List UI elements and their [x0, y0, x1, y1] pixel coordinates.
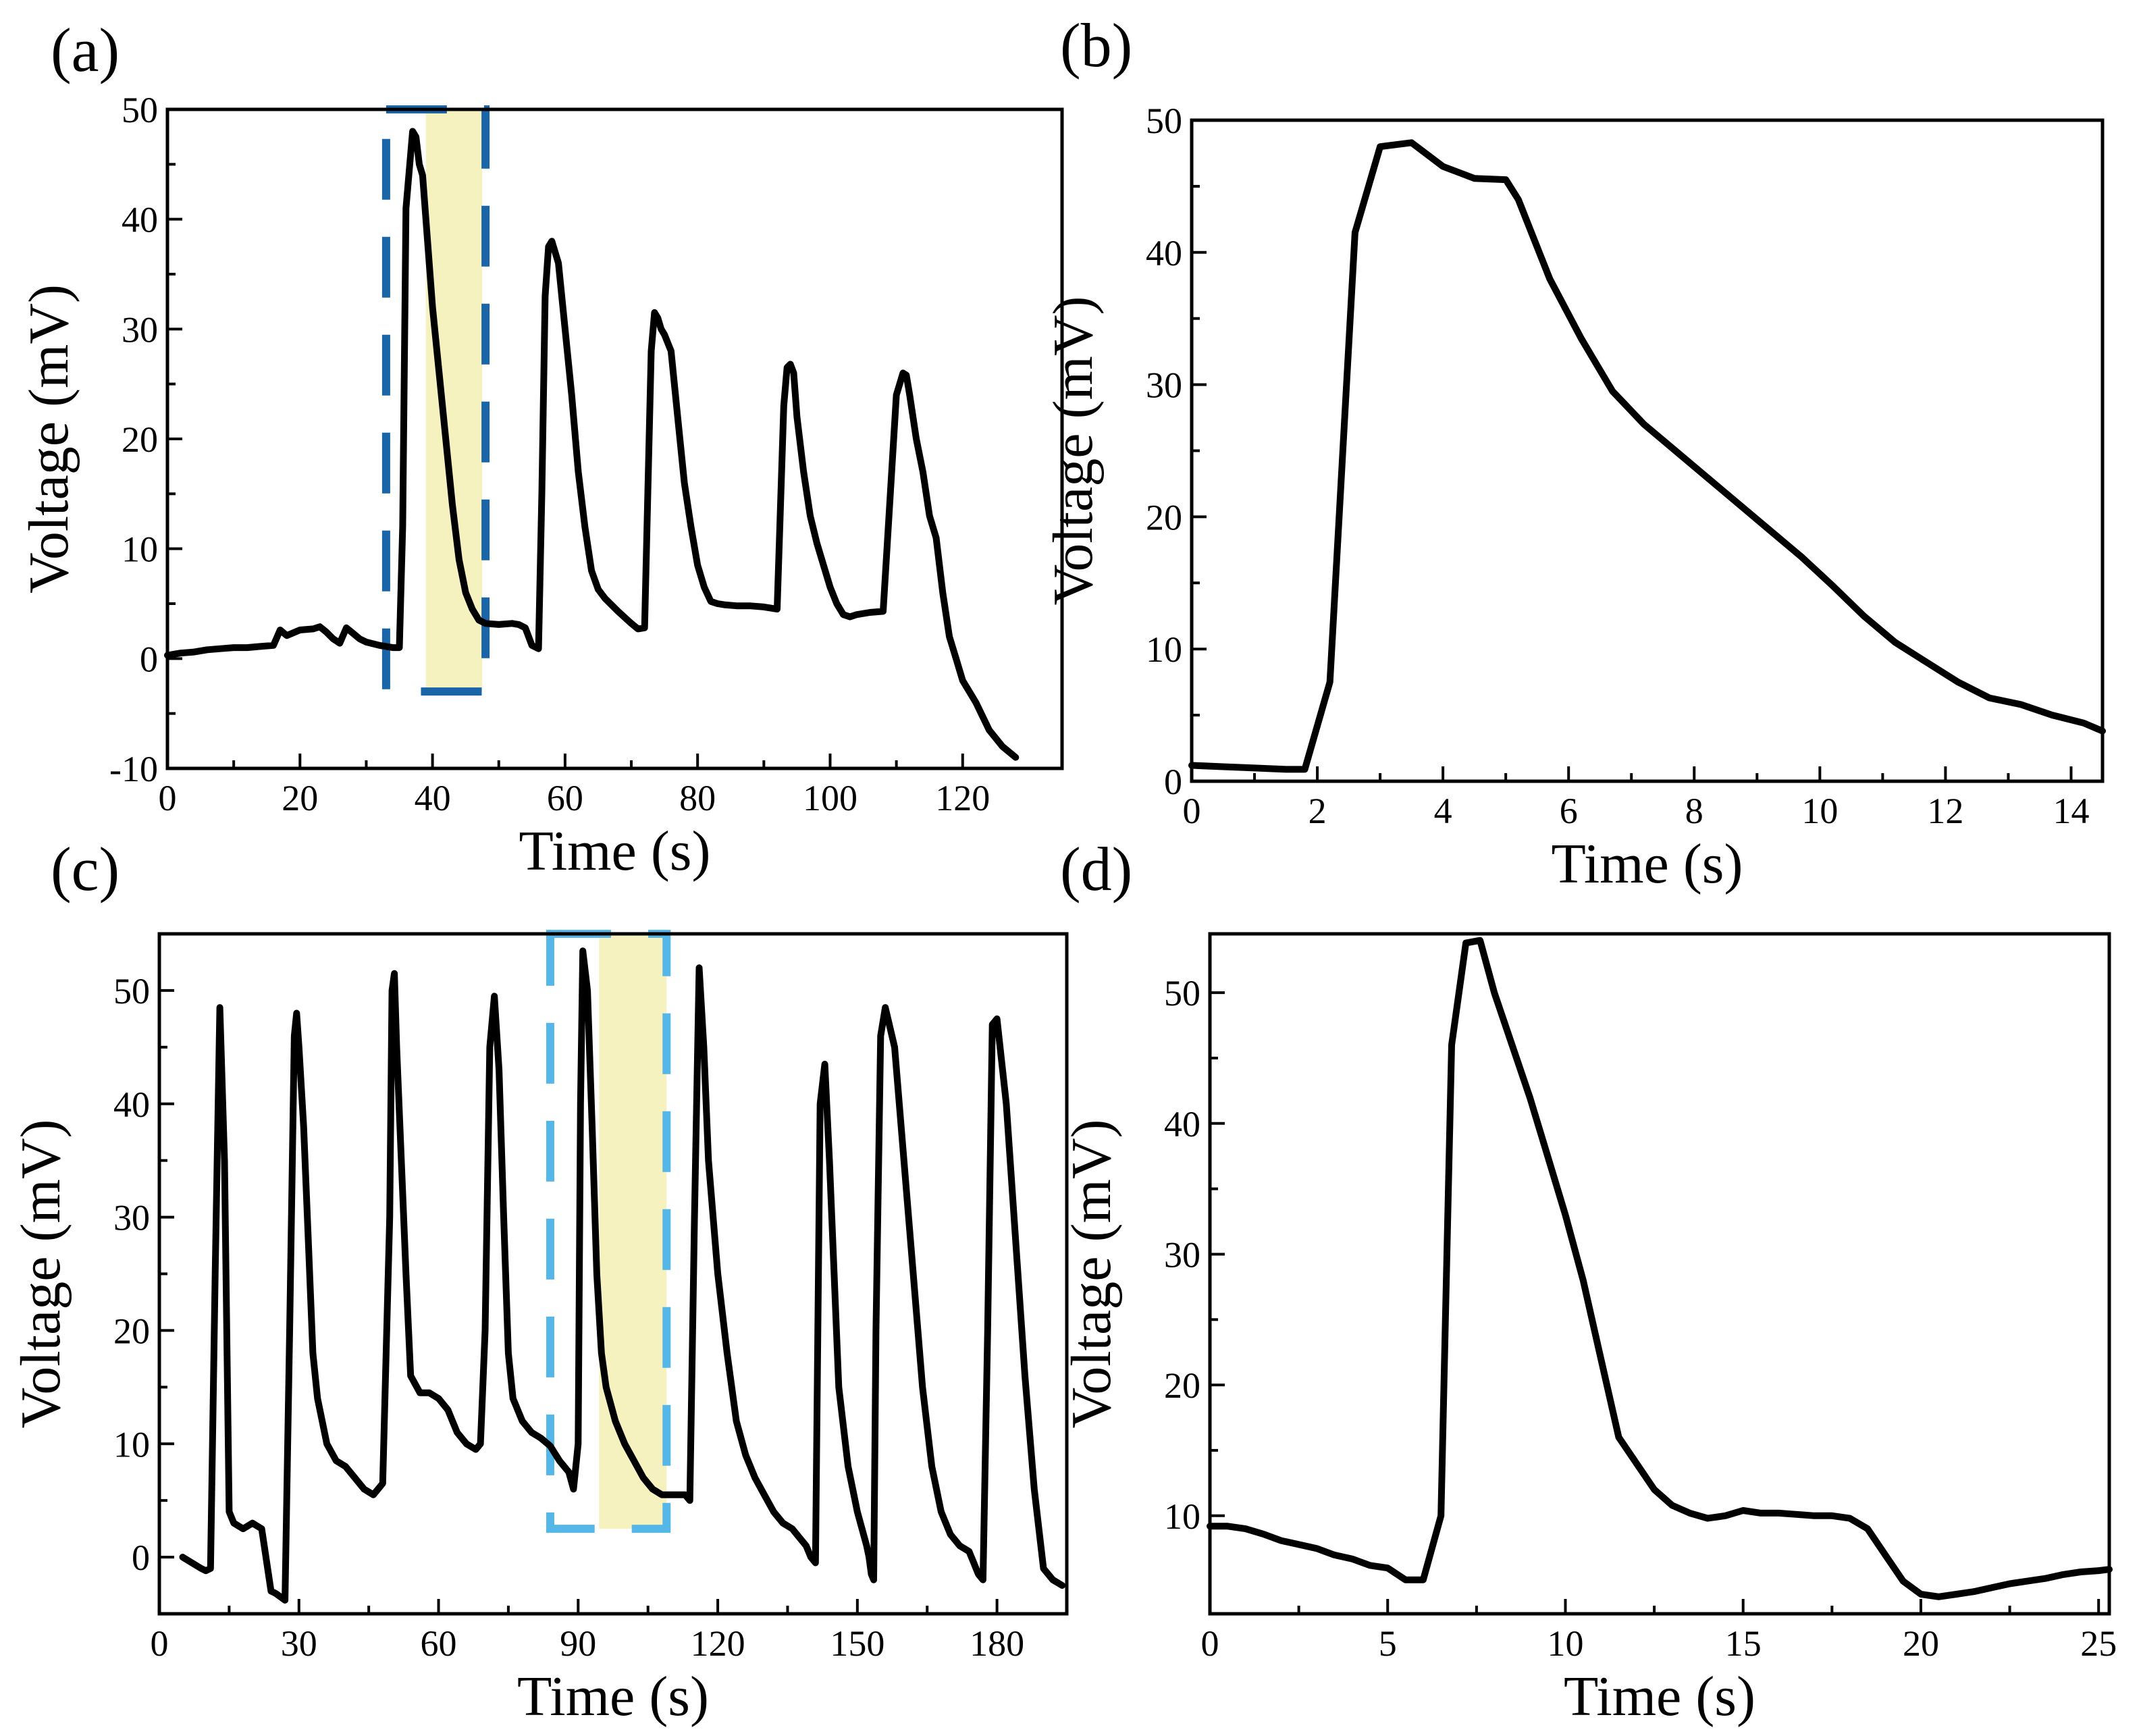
panel-c-y-tick-label: 30: [113, 1198, 150, 1238]
panel-b-y-tick-label: 0: [1164, 762, 1182, 802]
panel-a-y-tick-label: 50: [122, 90, 158, 130]
panel-c-y-tick-label: 40: [113, 1084, 150, 1125]
panel-b-series-line: [1188, 139, 2106, 773]
panel-a-y-tick-label: 0: [140, 639, 158, 679]
panel-a-y-tick-label: 10: [122, 529, 158, 570]
panel-b-y-tick-label: 40: [1146, 233, 1182, 273]
panel-d-x-tick-label: 15: [1725, 1623, 1762, 1664]
panel-b-y-tick-label: 30: [1146, 365, 1182, 406]
panel-b-x-tick-label: 2: [1309, 791, 1327, 831]
panel-a-x-tick-label: 40: [415, 778, 451, 818]
panel-b-chart: (b) 0 2 4 6 8 10 12 14 0 10 20 30 40 50 Time (s) Voltage…: [1042, 11, 2106, 895]
panel-c-y-tick-label: 0: [132, 1537, 150, 1578]
panel-d-x-tick-label: 0: [1201, 1623, 1219, 1664]
panel-c-x-tick-label: 30: [281, 1623, 317, 1664]
panel-d-label: (d): [1060, 835, 1132, 903]
panel-a-series-line: [164, 128, 1020, 761]
panel-d-y-axis-label: Voltage (mV): [1060, 1119, 1123, 1428]
panel-c-x-tick-label: 180: [970, 1623, 1024, 1664]
panel-a-x-tick-label: 120: [935, 778, 990, 818]
panel-c-y-tick-label: 20: [113, 1311, 150, 1351]
panel-d-x-tick-label: 20: [1903, 1623, 1939, 1664]
panel-c-x-tick-label: 90: [560, 1623, 596, 1664]
panel-c-y-tick-label: 10: [113, 1424, 150, 1465]
panel-b-x-tick-label: 12: [1927, 791, 1963, 831]
panel-c-x-axis-label: Time (s): [517, 1665, 709, 1728]
panel-d-chart: (d) 0 5 10 15 20 25 10 20 30 40 50 Time (s) Voltage (…: [1060, 835, 2117, 1728]
panel-a-y-tick-label: -10: [109, 749, 158, 789]
panel-c-x-tick-label: 150: [830, 1623, 884, 1664]
panel-d-x-tick-label: 5: [1379, 1623, 1397, 1664]
panel-b-x-tick-label: 10: [1801, 791, 1838, 831]
panel-b-x-tick-label: 14: [2053, 791, 2089, 831]
panel-d-y-tick-label: 40: [1164, 1104, 1200, 1145]
panel-a-x-tick-label: 0: [159, 778, 177, 818]
panel-a-x-axis-label: Time (s): [519, 820, 711, 883]
panel-a-y-tick-label: 40: [122, 200, 158, 240]
panel-d-y-tick-label: 20: [1164, 1365, 1200, 1406]
panel-b-x-tick-label: 6: [1560, 791, 1578, 831]
panel-d-series-line: [1207, 937, 2113, 1600]
panel-a-x-tick-label: 20: [282, 778, 318, 818]
panel-a-y-axis-label: Voltage (mV): [18, 284, 80, 594]
panel-d-x-tick-label: 10: [1547, 1623, 1583, 1664]
panel-c-x-tick-label: 120: [691, 1623, 745, 1664]
panel-a-axes-frame: [165, 107, 1064, 770]
panel-c-chart: (c) 0 30 60 90 120 150 180 0 10 20 30 40 50 Time (s) Vo…: [9, 835, 1069, 1728]
panel-b-y-tick-label: 50: [1146, 101, 1182, 141]
panel-b-x-axis-label: Time (s): [1552, 833, 1743, 895]
panel-c-highlight-region: [599, 934, 667, 1529]
panel-c-series-line: [179, 947, 1066, 1604]
panel-c-y-axis-label: Voltage (mV): [9, 1119, 72, 1428]
panel-a-x-tick-label: 60: [547, 778, 583, 818]
panel-b-y-tick-label: 20: [1146, 497, 1182, 537]
panel-b-x-tick-label: 0: [1183, 791, 1201, 831]
panel-c-x-tick-label: 60: [421, 1623, 457, 1664]
panel-d-x-tick-label: 25: [2080, 1623, 2117, 1664]
panel-b-y-axis-label: Voltage (mV): [1042, 296, 1105, 605]
panel-b-x-tick-label: 4: [1434, 791, 1452, 831]
panel-d-y-tick-label: 50: [1164, 973, 1200, 1014]
panel-a-y-tick-label: 20: [122, 419, 158, 460]
panel-a-x-tick-label: 100: [803, 778, 857, 818]
panel-c-label: (c): [51, 835, 120, 903]
panel-d-axes-frame: [1208, 932, 2111, 1616]
panel-a-x-tick-label: 80: [679, 778, 716, 818]
panel-d-y-tick-label: 10: [1164, 1496, 1200, 1537]
panel-c-y-tick-label: 50: [113, 971, 150, 1011]
panel-c-x-tick-label: 0: [151, 1623, 169, 1664]
panel-a-highlight-region: [425, 109, 483, 692]
panel-b-y-tick-label: 10: [1146, 629, 1182, 670]
panel-d-y-tick-label: 30: [1164, 1234, 1200, 1275]
panel-b-x-tick-label: 8: [1685, 791, 1703, 831]
panel-d-x-axis-label: Time (s): [1564, 1665, 1755, 1728]
panel-b-label: (b): [1060, 11, 1132, 80]
panel-a-label: (a): [51, 16, 120, 84]
panel-a-y-tick-label: 30: [122, 309, 158, 350]
